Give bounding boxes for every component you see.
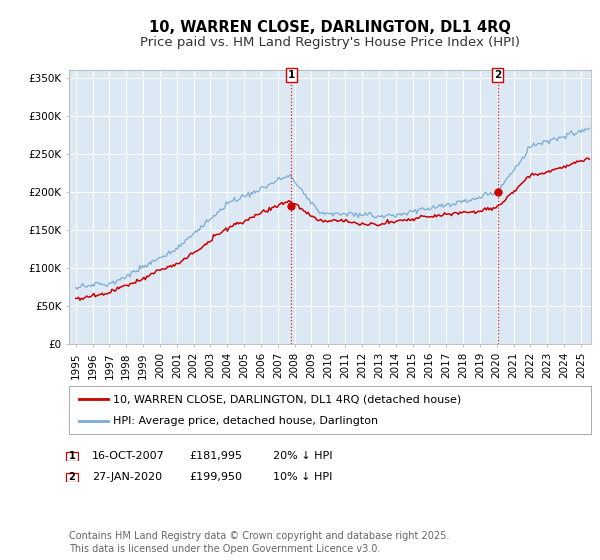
FancyBboxPatch shape bbox=[66, 473, 78, 482]
Text: 1: 1 bbox=[68, 451, 76, 461]
Text: 1: 1 bbox=[287, 70, 295, 80]
Text: HPI: Average price, detached house, Darlington: HPI: Average price, detached house, Darl… bbox=[113, 416, 379, 426]
Text: 20% ↓ HPI: 20% ↓ HPI bbox=[273, 451, 332, 461]
Text: £199,950: £199,950 bbox=[189, 472, 242, 482]
Text: 10, WARREN CLOSE, DARLINGTON, DL1 4RQ (detached house): 10, WARREN CLOSE, DARLINGTON, DL1 4RQ (d… bbox=[113, 394, 461, 404]
Text: 27-JAN-2020: 27-JAN-2020 bbox=[92, 472, 162, 482]
Text: 10, WARREN CLOSE, DARLINGTON, DL1 4RQ: 10, WARREN CLOSE, DARLINGTON, DL1 4RQ bbox=[149, 20, 511, 35]
FancyBboxPatch shape bbox=[66, 452, 78, 461]
FancyBboxPatch shape bbox=[69, 386, 591, 434]
Text: £181,995: £181,995 bbox=[189, 451, 242, 461]
Text: 2: 2 bbox=[494, 70, 502, 80]
Text: 10% ↓ HPI: 10% ↓ HPI bbox=[273, 472, 332, 482]
Text: Contains HM Land Registry data © Crown copyright and database right 2025.
This d: Contains HM Land Registry data © Crown c… bbox=[69, 531, 449, 554]
Text: 2: 2 bbox=[68, 472, 76, 482]
Text: Price paid vs. HM Land Registry's House Price Index (HPI): Price paid vs. HM Land Registry's House … bbox=[140, 36, 520, 49]
Text: 16-OCT-2007: 16-OCT-2007 bbox=[92, 451, 164, 461]
